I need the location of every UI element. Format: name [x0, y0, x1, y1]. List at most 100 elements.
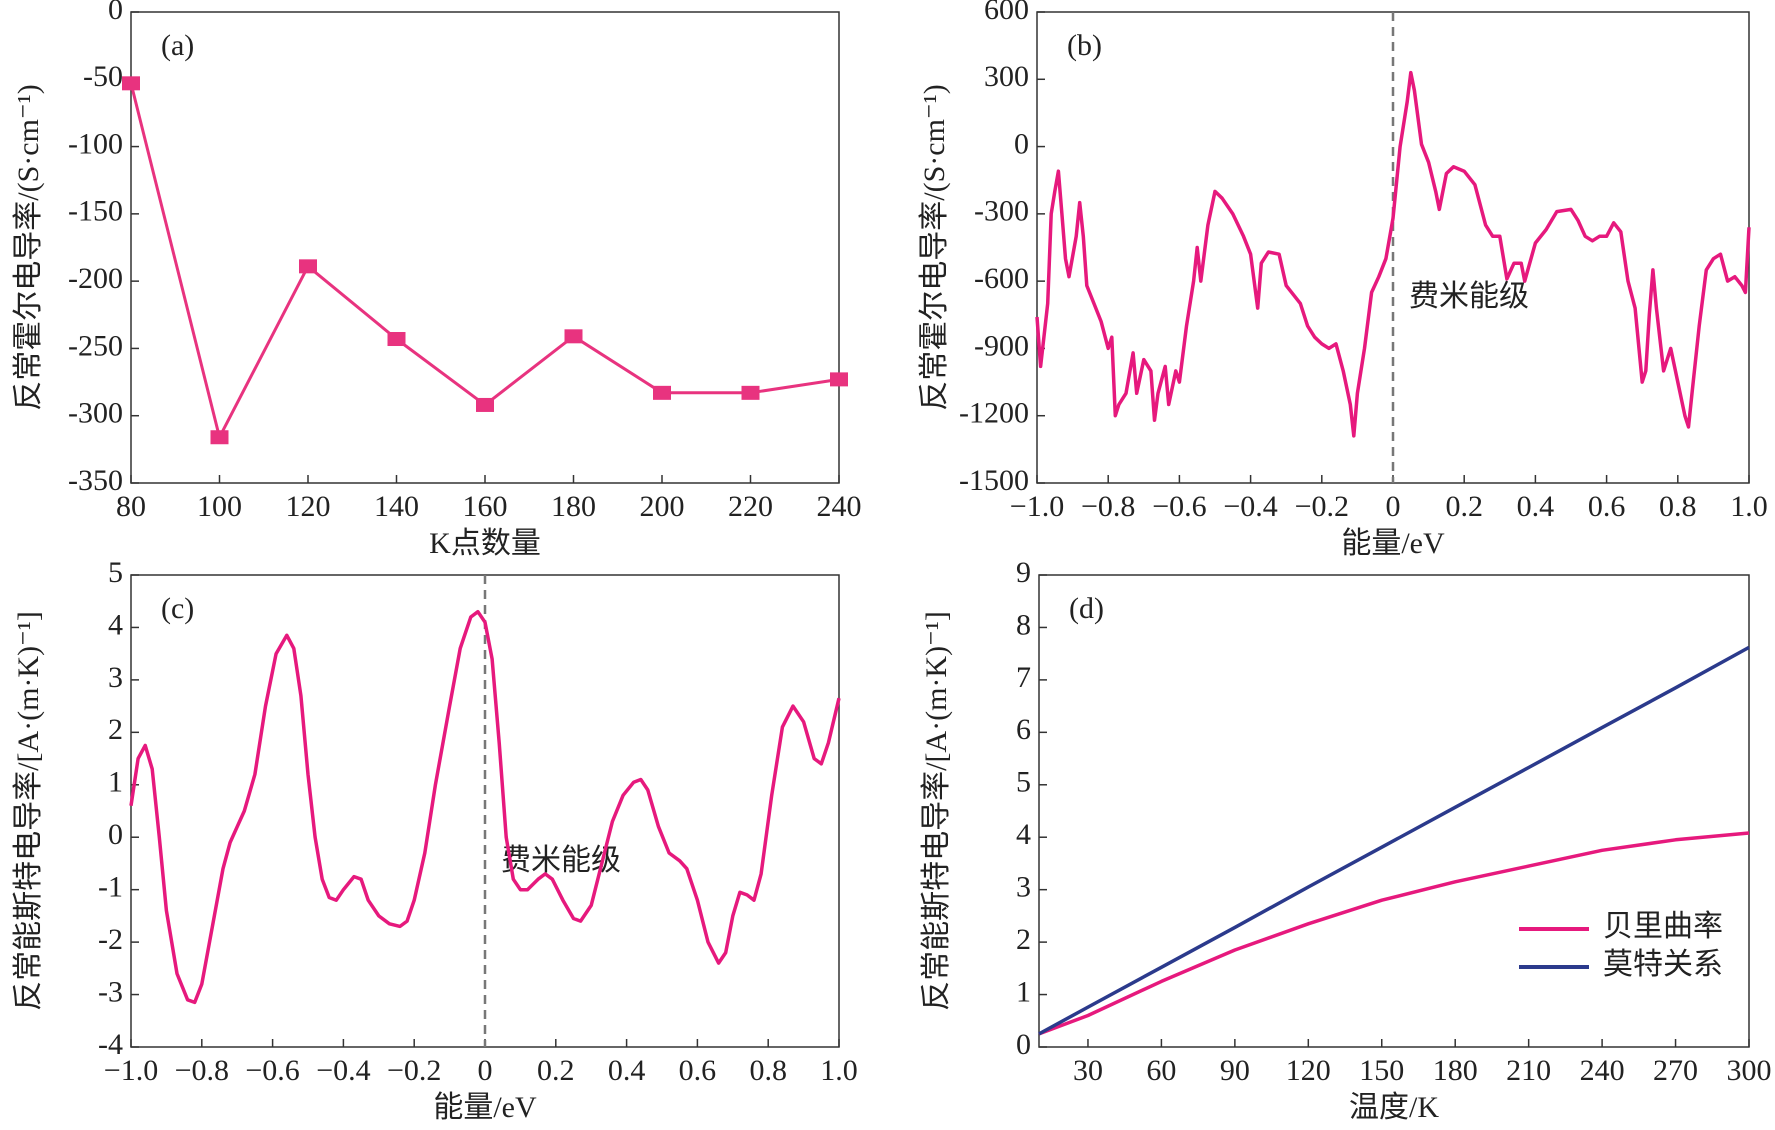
x-tick-label: 240 — [1580, 1054, 1625, 1087]
x-tick-label: −0.6 — [1152, 490, 1206, 523]
x-tick-label: 180 — [551, 490, 596, 523]
x-tick-label: 0 — [478, 1054, 493, 1087]
x-tick-label: 30 — [1073, 1054, 1103, 1087]
y-tick-label: -100 — [68, 127, 123, 160]
x-tick-label: −1.0 — [104, 1054, 158, 1087]
x-tick-label: −0.2 — [387, 1054, 441, 1087]
y-tick-label: 2 — [108, 713, 123, 746]
y-tick-label: 7 — [1016, 661, 1031, 694]
y-tick-label: -300 — [68, 397, 123, 430]
series-line — [129, 82, 840, 439]
x-tick-label: 90 — [1220, 1054, 1250, 1087]
marker — [122, 76, 140, 91]
y-tick-label: 6 — [1016, 713, 1031, 746]
x-tick-label: −0.4 — [1223, 490, 1277, 523]
y-tick-label: -600 — [974, 262, 1029, 295]
x-tick-label: 0 — [1386, 490, 1401, 523]
marker — [210, 430, 229, 445]
x-tick-label: 0.2 — [537, 1054, 575, 1087]
x-tick-label: 160 — [463, 490, 508, 523]
y-tick-label: 0 — [108, 0, 123, 26]
marker — [564, 329, 583, 344]
x-tick-label: 60 — [1146, 1054, 1176, 1087]
y-tick-label: 300 — [984, 60, 1029, 93]
marker — [299, 259, 317, 274]
y-tick-label: -300 — [974, 195, 1029, 228]
plot-frame — [1036, 11, 1750, 484]
x-axis-label: 能量/eV — [1341, 527, 1445, 560]
x-tick-label: 1.0 — [1730, 490, 1768, 523]
y-tick-label: 0 — [1014, 127, 1029, 160]
x-tick-label: 0.8 — [749, 1054, 787, 1087]
series-line — [1035, 70, 1751, 438]
y-tick-label: -4 — [98, 1028, 123, 1061]
y-tick-label: -2 — [98, 923, 123, 956]
x-tick-label: −0.4 — [316, 1054, 370, 1087]
x-tick-label: −0.8 — [1081, 490, 1135, 523]
x-tick-label: −0.2 — [1295, 490, 1349, 523]
marker — [387, 332, 406, 347]
y-axis-label: 反常能斯特电导率/[A·(m·K)⁻¹] — [920, 611, 953, 1011]
x-tick-label: 1.0 — [820, 1054, 858, 1087]
x-tick-label: 120 — [286, 490, 331, 523]
x-tick-label: 0.6 — [1588, 490, 1626, 523]
y-tick-label: 8 — [1016, 608, 1031, 641]
x-tick-label: 180 — [1433, 1054, 1478, 1087]
y-axis-label: 反常能斯特电导率/[A·(m·K)⁻¹] — [12, 611, 45, 1011]
y-axis-label: 反常霍尔电导率/(S·cm⁻¹) — [12, 84, 45, 410]
x-tick-label: −0.6 — [245, 1054, 299, 1087]
panel-label: (c) — [161, 592, 194, 625]
y-tick-label: -50 — [83, 60, 123, 93]
x-tick-label: 150 — [1359, 1054, 1404, 1087]
x-tick-label: 140 — [374, 490, 419, 523]
x-tick-label: 240 — [817, 490, 862, 523]
x-axis-label: 温度/K — [1349, 1091, 1439, 1124]
marker — [653, 385, 671, 400]
x-tick-label: 120 — [1286, 1054, 1331, 1087]
panel-label: (b) — [1067, 29, 1102, 62]
x-axis-label: K点数量 — [429, 527, 541, 560]
y-tick-label: 3 — [108, 661, 123, 694]
x-tick-label: 210 — [1506, 1054, 1551, 1087]
marker — [741, 385, 760, 400]
legend-label: 贝里曲率 — [1603, 910, 1723, 943]
plot-frame — [130, 574, 840, 1048]
plot-frame — [1038, 574, 1750, 1048]
y-axis-label: 反常霍尔电导率/(S·cm⁻¹) — [918, 84, 951, 410]
y-tick-label: 0 — [108, 818, 123, 851]
x-tick-label: −1.0 — [1010, 490, 1064, 523]
y-tick-label: 5 — [1016, 766, 1031, 799]
x-tick-label: 0.4 — [1517, 490, 1555, 523]
x-tick-label: 270 — [1653, 1054, 1698, 1087]
y-tick-label: -250 — [68, 329, 123, 362]
x-tick-label: 0.4 — [608, 1054, 646, 1087]
y-tick-label: 1 — [108, 766, 123, 799]
fermi-label: 费米能级 — [1409, 280, 1529, 313]
marker — [476, 397, 494, 412]
marker — [830, 372, 848, 387]
y-tick-label: -350 — [68, 464, 123, 497]
x-tick-label: 0.6 — [679, 1054, 717, 1087]
y-tick-label: 9 — [1016, 556, 1031, 589]
y-tick-label: 4 — [1016, 818, 1031, 851]
x-tick-label: 220 — [728, 490, 773, 523]
y-tick-label: 3 — [1016, 871, 1031, 904]
x-tick-label: −0.8 — [175, 1054, 229, 1087]
x-tick-label: 0.8 — [1659, 490, 1697, 523]
y-tick-label: -3 — [98, 975, 123, 1008]
x-axis-label: 能量/eV — [433, 1091, 537, 1124]
series-line — [1038, 645, 1750, 1036]
plot-frame — [130, 11, 840, 484]
y-tick-label: 600 — [984, 0, 1029, 26]
y-tick-label: -1500 — [959, 464, 1029, 497]
y-tick-label: -200 — [68, 262, 123, 295]
x-tick-label: 80 — [116, 490, 146, 523]
panel-label: (d) — [1069, 592, 1104, 625]
y-tick-label: -1200 — [959, 397, 1029, 430]
x-tick-label: 200 — [640, 490, 685, 523]
x-tick-label: 0.2 — [1445, 490, 1483, 523]
legend-label: 莫特关系 — [1603, 948, 1723, 981]
y-tick-label: 0 — [1016, 1028, 1031, 1061]
y-tick-label: 5 — [108, 556, 123, 589]
y-tick-label: -1 — [98, 871, 123, 904]
